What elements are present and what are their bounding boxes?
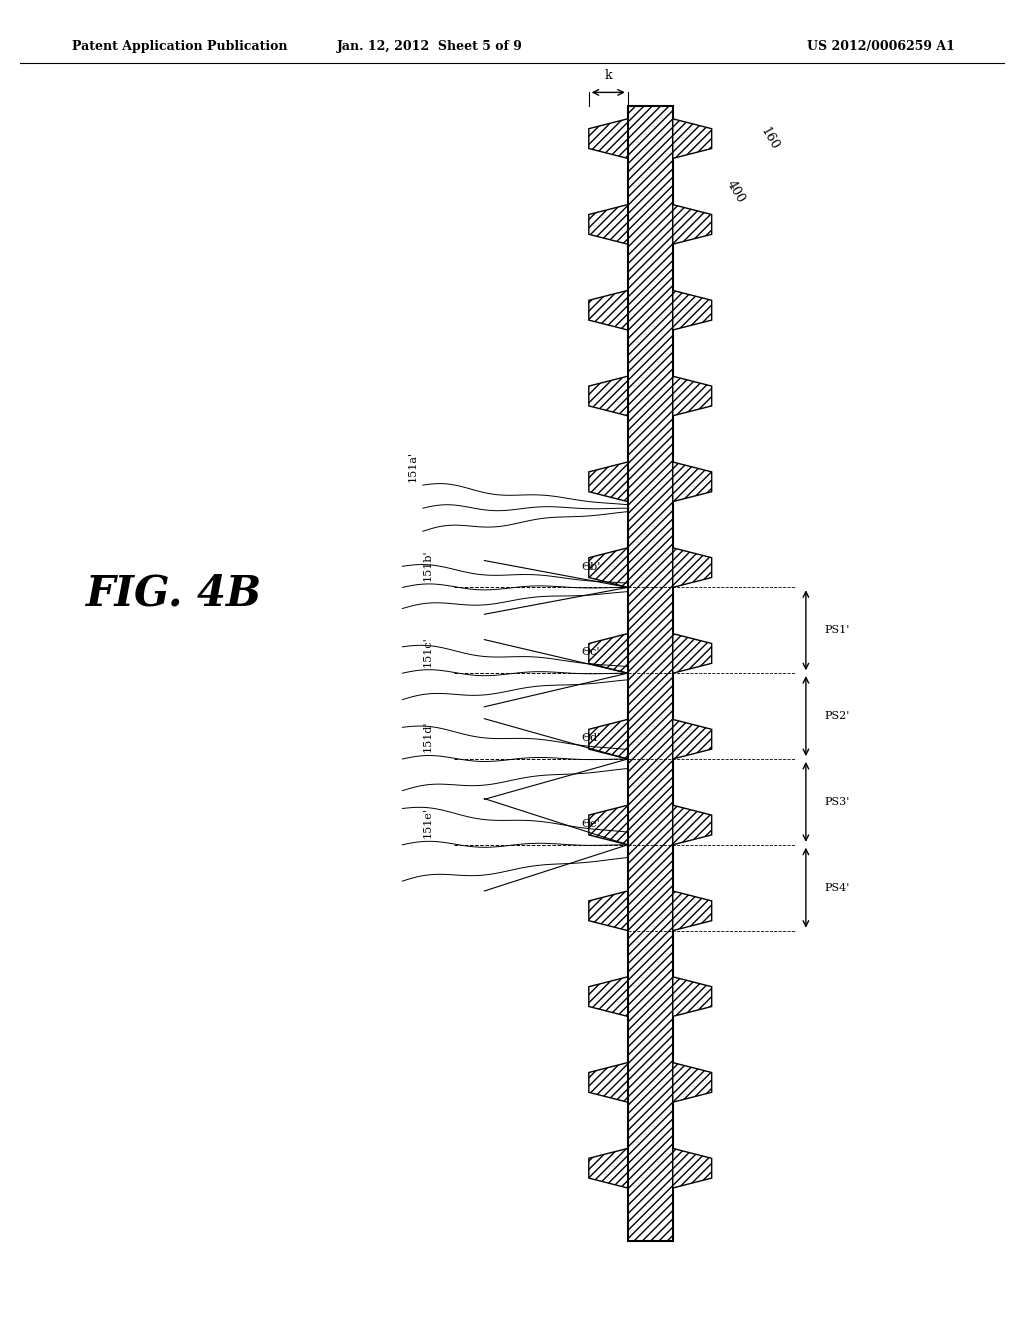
Text: 400: 400 — [724, 178, 748, 205]
Polygon shape — [589, 977, 628, 1016]
Polygon shape — [589, 462, 628, 502]
Text: 151e': 151e' — [423, 808, 433, 838]
Text: k: k — [604, 69, 612, 82]
Text: Θd': Θd' — [582, 733, 601, 743]
Text: Patent Application Publication: Patent Application Publication — [72, 40, 287, 53]
Polygon shape — [673, 634, 712, 673]
Polygon shape — [673, 1148, 712, 1188]
Text: 151b': 151b' — [423, 549, 433, 581]
Polygon shape — [673, 1063, 712, 1102]
Polygon shape — [673, 805, 712, 845]
Polygon shape — [589, 205, 628, 244]
Text: FIG. 4B: FIG. 4B — [86, 573, 262, 615]
Text: 151a': 151a' — [408, 450, 418, 482]
Polygon shape — [628, 106, 673, 1241]
Polygon shape — [673, 205, 712, 244]
Polygon shape — [589, 376, 628, 416]
Text: Θb': Θb' — [582, 561, 601, 572]
Text: Θc': Θc' — [582, 647, 600, 657]
Polygon shape — [589, 891, 628, 931]
Polygon shape — [589, 290, 628, 330]
Text: Θe': Θe' — [582, 818, 600, 829]
Polygon shape — [673, 719, 712, 759]
Text: 151d': 151d' — [423, 721, 433, 752]
Text: Jan. 12, 2012  Sheet 5 of 9: Jan. 12, 2012 Sheet 5 of 9 — [337, 40, 523, 53]
Text: 151c': 151c' — [423, 636, 433, 667]
Polygon shape — [589, 1148, 628, 1188]
Polygon shape — [589, 1063, 628, 1102]
Polygon shape — [589, 548, 628, 587]
Polygon shape — [673, 977, 712, 1016]
Text: PS2': PS2' — [824, 711, 850, 721]
Polygon shape — [589, 805, 628, 845]
Polygon shape — [673, 462, 712, 502]
Text: PS1': PS1' — [824, 626, 850, 635]
Polygon shape — [673, 119, 712, 158]
Text: PS4': PS4' — [824, 883, 850, 892]
Polygon shape — [673, 891, 712, 931]
Text: US 2012/0006259 A1: US 2012/0006259 A1 — [807, 40, 954, 53]
Polygon shape — [589, 719, 628, 759]
Polygon shape — [589, 634, 628, 673]
Polygon shape — [673, 290, 712, 330]
Polygon shape — [673, 376, 712, 416]
Text: 160: 160 — [758, 125, 781, 152]
Polygon shape — [673, 548, 712, 587]
Text: PS3': PS3' — [824, 797, 850, 807]
Polygon shape — [589, 119, 628, 158]
